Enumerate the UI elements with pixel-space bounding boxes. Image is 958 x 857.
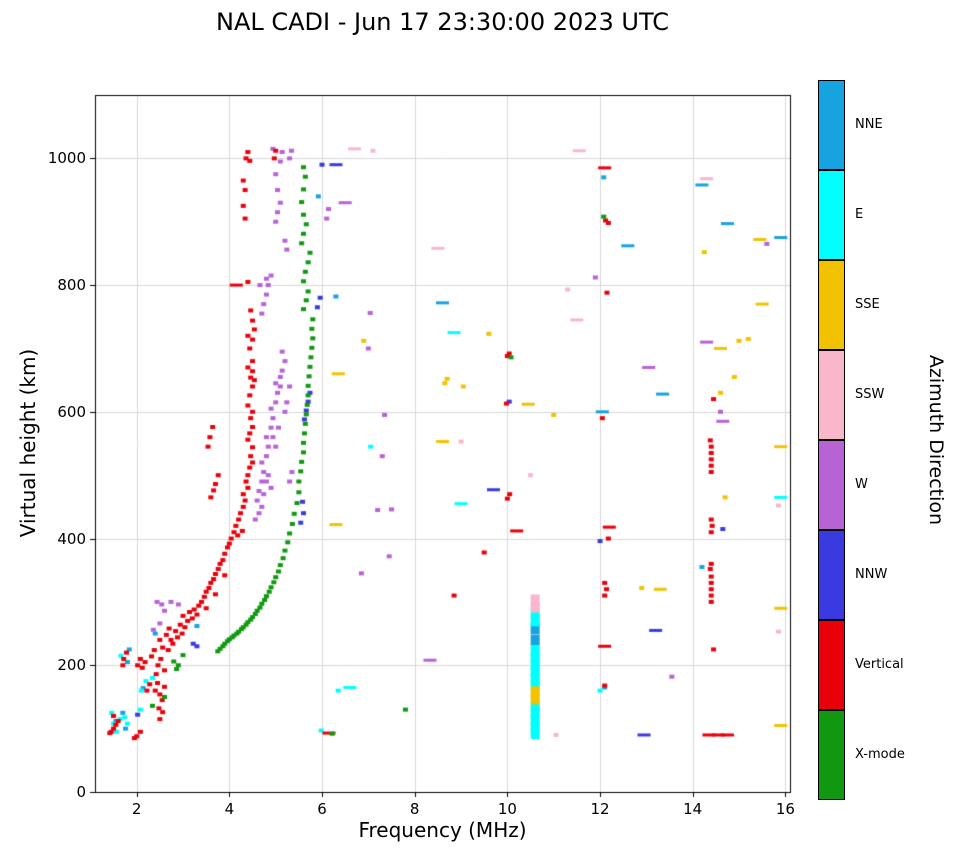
x-tick-label: 2 [131,800,142,818]
colorbar-segment-e [818,170,845,260]
colorbar-label-nne: NNE [855,117,883,132]
colorbar-label-x-mode: X-mode [855,747,905,762]
y-tick-label: 800 [57,276,86,295]
colorbar-segment-ssw [818,350,845,440]
colorbar-segment-vertical [818,620,845,710]
colorbar-segment-x-mode [818,710,845,800]
x-tick-label: 12 [590,800,610,818]
y-tick-label: 400 [57,529,86,548]
colorbar-label-w: W [855,477,868,492]
colorbar-axis-label: Azimuth Direction [925,354,947,526]
azimuth-colorbar: NNE E SSE SSW W NNW Vertical X-mode [818,80,905,800]
y-tick-label: 600 [57,402,86,421]
y-tick-label: 0 [76,783,86,801]
x-tick-label: 4 [224,800,235,818]
y-tick-label: 200 [57,656,86,675]
chart-title: NAL CADI - Jun 17 23:30:00 2023 UTC [215,8,670,36]
colorbar-label-vertical: Vertical [855,657,904,672]
colorbar-segment-nnw [818,530,845,620]
colorbar-label-ssw: SSW [855,387,885,402]
colorbar-segment-w [818,440,845,530]
colorbar-label-sse: SSE [855,297,880,312]
y-axis-label: Virtual height (km) [16,348,40,538]
y-tick-label: 1000 [47,149,86,168]
x-tick-label: 8 [409,800,420,818]
colorbar-segment-sse [818,260,845,350]
colorbar-segment-nne [818,80,845,170]
x-tick-label: 16 [775,800,795,818]
x-tick-label: 6 [317,800,327,818]
x-tick-label: 10 [497,800,517,818]
x-tick-label: 14 [683,800,703,818]
colorbar-label-nnw: NNW [855,567,888,582]
x-axis-label: Frequency (MHz) [358,818,527,842]
colorbar-label-e: E [855,207,864,222]
